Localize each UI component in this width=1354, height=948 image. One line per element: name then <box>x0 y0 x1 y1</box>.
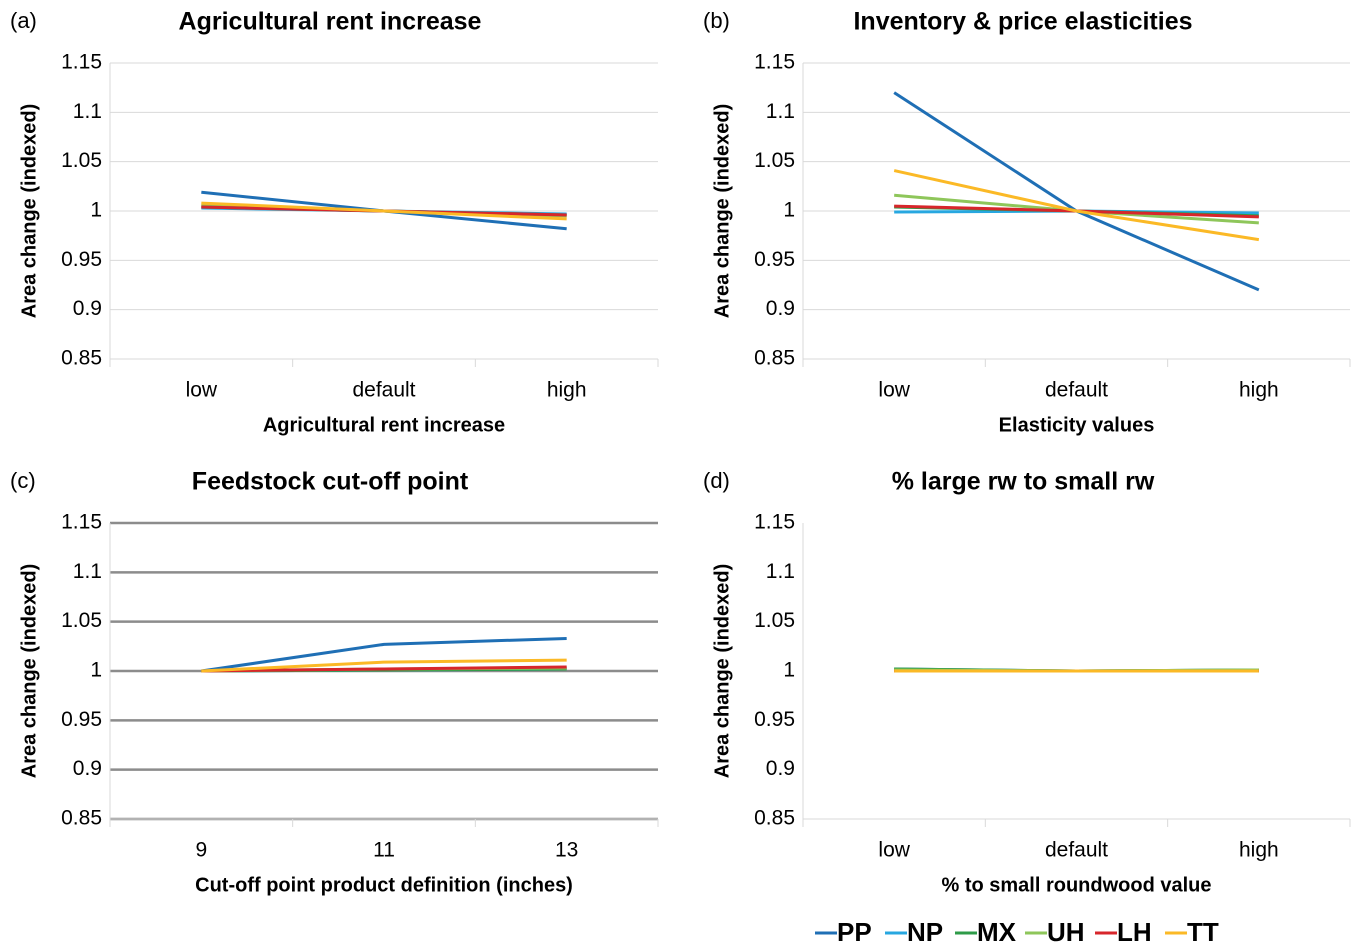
y-tick-label: 0.9 <box>73 297 102 320</box>
legend-label: MX <box>977 917 1017 947</box>
y-tick-label: 1.1 <box>766 100 795 123</box>
y-tick-label: 0.95 <box>61 708 102 731</box>
series-line <box>201 201 567 221</box>
y-tick-label: 0.85 <box>61 347 102 370</box>
series-line <box>201 665 567 673</box>
x-tick-label: 11 <box>373 839 395 862</box>
x-tick-label: default <box>1045 379 1108 402</box>
x-axis-label: Elasticity values <box>999 414 1155 436</box>
y-tick-label: 0.95 <box>754 708 795 731</box>
panel-label: (a) <box>10 8 37 33</box>
y-axis-label: Area change (indexed) <box>711 104 733 319</box>
y-tick-label: 0.85 <box>754 807 795 830</box>
legend-label: LH <box>1117 917 1152 947</box>
y-tick-label: 0.95 <box>61 248 102 271</box>
x-tick-label: low <box>878 839 910 862</box>
y-tick-label: 1 <box>783 199 795 222</box>
x-tick-label: default <box>352 379 415 402</box>
series-line <box>201 636 567 673</box>
x-tick-label: 13 <box>555 839 578 862</box>
y-tick-label: 1.05 <box>754 609 795 632</box>
x-tick-label: low <box>878 379 910 402</box>
series-line <box>201 658 567 673</box>
chart-title: % large rw to small rw <box>892 468 1155 496</box>
panel-label: (d) <box>703 468 730 493</box>
y-tick-label: 1.1 <box>766 560 795 583</box>
y-tick-label: 0.85 <box>61 807 102 830</box>
panel-label: (b) <box>703 8 730 33</box>
y-tick-label: 1.15 <box>754 511 795 534</box>
y-axis-label: Area change (indexed) <box>711 564 733 779</box>
y-tick-label: 1.1 <box>73 100 102 123</box>
legend-label: NP <box>907 917 943 947</box>
y-tick-label: 1.05 <box>61 609 102 632</box>
chart-title: Inventory & price elasticities <box>853 8 1192 36</box>
y-tick-label: 1.05 <box>754 149 795 172</box>
x-tick-label: low <box>186 379 218 402</box>
y-axis-label: Area change (indexed) <box>18 564 40 779</box>
y-tick-label: 1.15 <box>61 511 102 534</box>
x-tick-label: high <box>547 379 587 402</box>
series-line <box>893 169 1260 242</box>
y-tick-label: 1.05 <box>61 149 102 172</box>
legend-label: UH <box>1047 917 1085 947</box>
y-tick-label: 1.15 <box>754 51 795 74</box>
y-axis-label: Area change (indexed) <box>18 104 40 319</box>
x-axis-label: % to small roundwood value <box>941 874 1211 896</box>
legend-label: TT <box>1187 917 1219 947</box>
y-tick-label: 1.15 <box>61 51 102 74</box>
y-tick-label: 1 <box>90 199 102 222</box>
x-tick-label: high <box>1239 379 1279 402</box>
y-tick-label: 1.1 <box>73 560 102 583</box>
y-tick-label: 0.95 <box>754 248 795 271</box>
x-tick-label: 9 <box>195 839 207 862</box>
y-tick-label: 0.85 <box>754 347 795 370</box>
x-axis-label: Agricultural rent increase <box>263 414 505 436</box>
x-tick-label: high <box>1239 839 1279 862</box>
chart-title: Agricultural rent increase <box>179 8 482 36</box>
y-tick-label: 0.9 <box>73 757 102 780</box>
y-tick-label: 0.9 <box>766 297 795 320</box>
y-tick-label: 0.9 <box>766 757 795 780</box>
y-tick-label: 1 <box>783 659 795 682</box>
y-tick-label: 1 <box>90 659 102 682</box>
panel-label: (c) <box>10 468 36 493</box>
x-axis-label: Cut-off point product definition (inches… <box>195 874 573 896</box>
x-tick-label: default <box>1045 839 1108 862</box>
legend-label: PP <box>837 917 872 947</box>
chart-title: Feedstock cut-off point <box>192 468 469 496</box>
